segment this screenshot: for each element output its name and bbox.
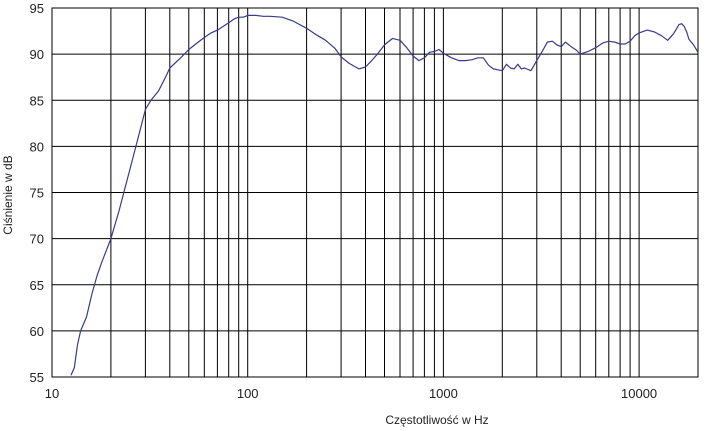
y-tick-label: 90	[30, 47, 44, 62]
y-axis-label: Ciśnienie w dB	[1, 155, 15, 234]
plot-area-frame	[51, 7, 699, 378]
y-tick-label: 75	[30, 186, 44, 201]
y-tick-label: 80	[30, 139, 44, 154]
y-axis-ticks: 55 60 65 70 75 80 85 90 95	[30, 1, 44, 385]
grid	[51, 7, 699, 378]
y-tick-label: 95	[30, 1, 44, 16]
x-tick-label: 1000	[429, 386, 458, 401]
series-line	[70, 14, 699, 376]
y-tick-label: 65	[30, 278, 44, 293]
y-tick-label: 70	[30, 232, 44, 247]
x-tick-label: 100	[237, 386, 259, 401]
x-axis-label: Częstotliwość w Hz	[385, 413, 488, 427]
x-tick-label: 10	[45, 386, 59, 401]
y-tick-label: 55	[30, 370, 44, 385]
y-tick-label: 60	[30, 324, 44, 339]
y-tick-label: 85	[30, 93, 44, 108]
x-axis-ticks: 10 100 1000 10000	[45, 386, 657, 401]
x-tick-label: 10000	[621, 386, 657, 401]
